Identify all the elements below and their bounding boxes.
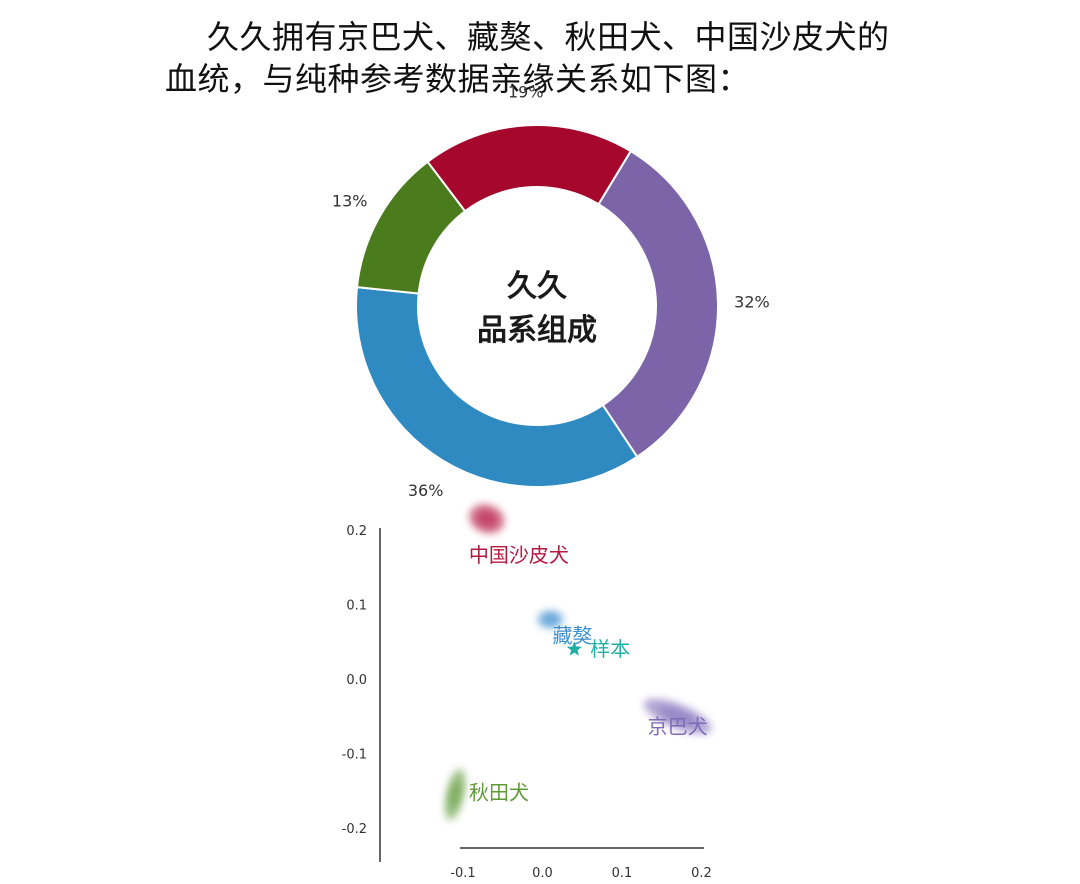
intro-line-1: 久久拥有京巴犬、藏獒、秋田犬、中国沙皮犬的 <box>207 18 890 56</box>
donut-slice-label: 36% <box>408 481 444 500</box>
cluster-blob-core <box>543 614 558 625</box>
x-tick-label: 0.1 <box>612 866 633 881</box>
x-tick-label: 0.2 <box>691 866 712 881</box>
y-tick-label: -0.1 <box>342 748 367 763</box>
donut-slice-label: 13% <box>332 191 368 210</box>
y-tick-label: -0.2 <box>342 822 367 837</box>
scatter-chart: 0.2 0.1 0.0 -0.1 -0.2 -0.1 0.0 0.1 0.2 中国沙皮犬藏獒京巴犬… <box>342 504 712 881</box>
donut-slice-label: 32% <box>734 293 770 312</box>
star-icon <box>566 641 582 656</box>
donut-center-title: 久久 <box>507 269 567 304</box>
donut-slice <box>355 160 467 295</box>
intro-line-2: 血统，与纯种参考数据亲缘关系如下图： <box>165 60 751 98</box>
donut-center-title: 品系组成 <box>477 313 597 348</box>
cluster-label: 秋田犬 <box>469 780 529 804</box>
cluster-blob-core <box>477 510 497 527</box>
x-tick-label: -0.1 <box>450 866 475 881</box>
intro-text: 久久拥有京巴犬、藏獒、秋田犬、中国沙皮犬的 血统，与纯种参考数据亲缘关系如下图： <box>165 16 945 100</box>
cluster-blob-core <box>449 780 461 809</box>
y-tick-label: 0.2 <box>346 524 367 539</box>
cluster-label: 京巴犬 <box>648 714 708 738</box>
cluster-blob-core <box>659 706 697 726</box>
donut-slice <box>426 124 633 213</box>
cluster-label: 中国沙皮犬 <box>469 543 569 567</box>
donut-slice <box>597 149 719 459</box>
donut-slice <box>355 285 639 488</box>
cluster-label: 藏獒 <box>552 623 592 647</box>
y-tick-label: 0.0 <box>346 673 367 688</box>
sample-label: 样本 <box>590 637 630 661</box>
y-tick-label: 0.1 <box>346 599 367 614</box>
donut-slice-label: 19% <box>508 82 544 101</box>
x-tick-label: 0.0 <box>532 866 553 881</box>
